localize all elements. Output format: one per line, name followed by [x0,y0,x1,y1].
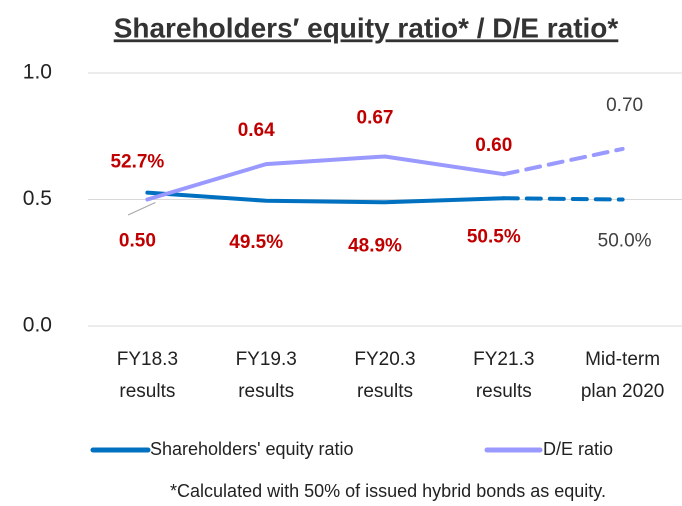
line [145,190,506,205]
value-label: 0.50 [119,231,156,252]
line-projection [501,196,625,202]
value-label: 0.70 [606,95,643,116]
x-tick-line: FY21.3 [473,349,534,370]
y-tick-label: 0.0 [23,314,52,337]
value-label: 49.5% [229,232,283,253]
value-label: 0.67 [357,108,394,129]
x-tick-label: FY21.3 results [473,349,534,402]
value-label: 0.60 [475,135,512,156]
value-label: 0.64 [238,120,275,141]
x-tick-line: FY18.3 [117,349,178,370]
x-tick-line: FY20.3 [354,349,415,370]
x-tick-line: results [119,381,175,402]
leader-line [127,202,156,216]
x-tick-label: FY18.3 results [117,349,178,402]
chart-title: Shareholders′ equity ratio* / D/E ratio* [114,12,619,43]
y-tick-label: 0.5 [23,187,52,210]
x-tick-line: FY19.3 [236,349,297,370]
x-tick-line: Mid-term [585,349,660,370]
value-label: 50.5% [467,226,521,247]
value-label: 52.7% [110,152,164,173]
legend-label: D/E ratio [543,439,613,459]
value-label: 48.9% [348,235,402,256]
y-tick-label: 1.0 [23,61,52,84]
x-tick-line: results [476,381,532,402]
value-label: 50.0% [598,231,652,252]
x-tick-line: plan 2020 [581,381,664,402]
legend-label: Shareholders' equity ratio [150,439,354,459]
x-tick-label: FY19.3 results [236,349,297,402]
footnote: *Calculated with 50% of issued hybrid bo… [170,481,606,501]
x-tick-line: results [238,381,294,402]
x-tick-label: FY20.3 results [354,349,415,402]
x-tick-label: Mid-term plan 2020 [581,349,664,402]
line [145,154,506,202]
x-tick-line: results [357,381,413,402]
line-projection [501,146,625,177]
